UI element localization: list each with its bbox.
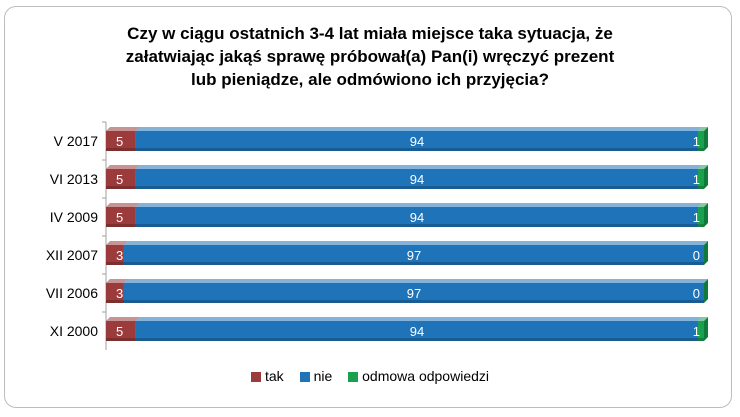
bar-top-face <box>123 241 708 245</box>
bar-segment-nie <box>135 207 699 227</box>
data-label: 5 <box>116 134 123 149</box>
data-label: 3 <box>116 248 123 263</box>
bar-end-face <box>704 279 708 303</box>
bar-top-face <box>106 127 140 131</box>
bar-segment-tak <box>106 131 136 151</box>
bar-segment-nie <box>135 131 699 151</box>
bar-shade <box>135 338 699 341</box>
bar-segment-nie <box>135 321 699 341</box>
bar-shade <box>106 338 136 341</box>
bar-end-face <box>704 127 708 151</box>
bar-segment-tak <box>106 169 136 189</box>
chart-title: Czy w ciągu ostatnich 3-4 lat miała miej… <box>40 22 700 91</box>
bar-segment-odmowa-odpowiedzi <box>698 321 704 341</box>
category-label: VII 2006 <box>46 285 98 301</box>
bar-segment-nie <box>123 245 704 265</box>
legend: tak nie odmowa odpowiedzi <box>0 368 740 384</box>
bar-segment-nie <box>135 169 699 189</box>
data-label: 1 <box>693 210 700 225</box>
bar-segment-tak <box>106 207 136 227</box>
bar-segment-nie <box>123 283 704 303</box>
bar-top-face <box>106 241 128 245</box>
bar-shade <box>106 148 136 151</box>
bar-shade <box>106 300 124 303</box>
bar-shade <box>106 224 136 227</box>
bar-shade <box>106 262 124 265</box>
category-label: XII 2007 <box>46 247 98 263</box>
data-label: 94 <box>410 134 424 149</box>
bar-top-face <box>698 203 708 207</box>
data-label: 94 <box>410 324 424 339</box>
legend-item-odmowa: odmowa odpowiedzi <box>348 368 489 384</box>
legend-swatch-odmowa <box>348 372 359 382</box>
bar-end-face <box>704 203 708 227</box>
bar-segment-odmowa-odpowiedzi <box>698 131 704 151</box>
bar-shade <box>698 186 704 189</box>
bar-shade <box>698 224 704 227</box>
category-label: VI 2013 <box>50 171 98 187</box>
bar-end-face <box>704 241 708 265</box>
data-label: 94 <box>410 172 424 187</box>
data-label: 3 <box>116 286 123 301</box>
bar-top-face <box>106 279 128 283</box>
bar-shade <box>123 300 704 303</box>
data-label: 97 <box>407 286 421 301</box>
data-label: 1 <box>693 172 700 187</box>
bar-top-face <box>698 165 708 169</box>
bar-segment-tak <box>106 245 124 265</box>
bar-shade <box>123 262 704 265</box>
legend-label-odmowa: odmowa odpowiedzi <box>362 368 489 384</box>
bar-shade <box>135 186 699 189</box>
data-label: 97 <box>407 248 421 263</box>
bar-shade <box>135 148 699 151</box>
legend-swatch-tak <box>250 372 261 382</box>
legend-label-nie: nie <box>313 368 333 384</box>
bar-segment-odmowa-odpowiedzi <box>698 169 704 189</box>
title-line-3: lub pieniądze, ale odmówiono ich przyjęc… <box>190 70 549 89</box>
title-line-1: Czy w ciągu ostatnich 3-4 lat miała miej… <box>127 24 613 43</box>
bar-segment-odmowa-odpowiedzi <box>698 207 704 227</box>
bar-top-face <box>123 279 708 283</box>
legend-item-nie: nie <box>299 368 333 384</box>
category-label: V 2017 <box>54 133 99 149</box>
data-label: 1 <box>693 324 700 339</box>
bar-top-face <box>106 317 140 321</box>
legend-item-tak: tak <box>250 368 284 384</box>
bar-top-face <box>135 203 703 207</box>
data-label: 0 <box>693 248 700 263</box>
data-label: 5 <box>116 324 123 339</box>
bar-top-face <box>135 127 703 131</box>
bar-segment-tak <box>106 321 136 341</box>
data-label: 0 <box>693 286 700 301</box>
bar-top-face <box>698 317 708 321</box>
bar-top-face <box>106 165 140 169</box>
bar-end-face <box>704 317 708 341</box>
bar-shade <box>698 148 704 151</box>
data-label: 5 <box>116 172 123 187</box>
title-line-2: załatwiając jakąś sprawę próbował(a) Pan… <box>125 47 615 66</box>
bar-top-face <box>698 127 708 131</box>
bar-segment-tak <box>106 283 124 303</box>
bar-top-face <box>135 317 703 321</box>
data-label: 1 <box>693 134 700 149</box>
bar-top-face <box>106 203 140 207</box>
category-label: XI 2000 <box>50 323 98 339</box>
data-label: 94 <box>410 210 424 225</box>
bar-end-face <box>704 165 708 189</box>
bar-shade <box>135 224 699 227</box>
data-label: 5 <box>116 210 123 225</box>
bar-shade <box>698 338 704 341</box>
bar-top-face <box>135 165 703 169</box>
bar-shade <box>106 186 136 189</box>
category-label: IV 2009 <box>50 209 98 225</box>
legend-swatch-nie <box>299 372 310 382</box>
legend-label-tak: tak <box>264 368 284 384</box>
